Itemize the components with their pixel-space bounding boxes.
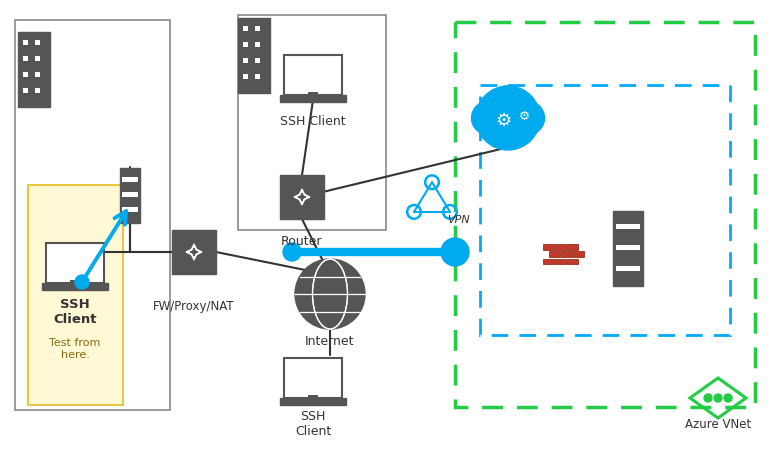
Bar xyxy=(23,88,28,93)
Bar xyxy=(308,92,318,96)
Bar xyxy=(561,252,572,257)
Bar xyxy=(255,74,260,79)
Bar xyxy=(455,22,755,407)
Bar xyxy=(70,280,80,284)
Text: SSH
Client: SSH Client xyxy=(295,410,331,438)
Circle shape xyxy=(704,394,712,402)
Bar xyxy=(35,56,40,61)
Bar xyxy=(555,258,566,264)
Bar xyxy=(172,230,216,274)
Bar xyxy=(543,245,554,250)
Text: VPN: VPN xyxy=(447,215,470,225)
Bar xyxy=(243,42,248,47)
Bar xyxy=(15,20,170,410)
Bar xyxy=(42,283,109,290)
Bar xyxy=(280,398,346,405)
Circle shape xyxy=(714,394,722,402)
Bar xyxy=(120,168,140,223)
Bar xyxy=(255,58,260,63)
Bar xyxy=(284,55,342,95)
Circle shape xyxy=(75,275,89,289)
Bar xyxy=(284,358,342,398)
Bar xyxy=(308,395,318,399)
Circle shape xyxy=(471,101,505,134)
Text: FW/Proxy/NAT: FW/Proxy/NAT xyxy=(153,300,235,313)
Text: ⚙: ⚙ xyxy=(518,110,530,123)
Text: Azure VNet: Azure VNet xyxy=(685,418,751,431)
Bar xyxy=(28,185,123,405)
Bar xyxy=(243,26,248,31)
Circle shape xyxy=(283,243,301,261)
Bar xyxy=(18,32,50,107)
Bar xyxy=(280,175,324,219)
Bar xyxy=(122,207,138,213)
Bar xyxy=(574,252,584,257)
Bar xyxy=(243,58,248,63)
Bar xyxy=(280,95,346,102)
Circle shape xyxy=(476,86,540,150)
Text: Test from
here.: Test from here. xyxy=(49,338,101,359)
Circle shape xyxy=(506,92,533,119)
Circle shape xyxy=(511,101,544,134)
Bar xyxy=(567,258,578,264)
Text: Router: Router xyxy=(281,235,323,248)
Bar xyxy=(567,245,578,250)
Bar xyxy=(255,42,260,47)
Circle shape xyxy=(490,86,526,121)
Bar xyxy=(616,245,640,250)
Bar xyxy=(238,15,386,230)
Bar xyxy=(46,243,104,283)
Bar xyxy=(613,211,643,285)
Bar xyxy=(122,192,138,197)
Text: ⚙: ⚙ xyxy=(495,112,511,130)
Circle shape xyxy=(484,92,511,119)
Bar xyxy=(255,26,260,31)
Bar xyxy=(23,40,28,45)
Bar xyxy=(35,40,40,45)
Text: Internet: Internet xyxy=(305,335,355,348)
Circle shape xyxy=(441,238,469,266)
Circle shape xyxy=(724,394,732,402)
Bar xyxy=(243,74,248,79)
Bar xyxy=(23,56,28,61)
Bar xyxy=(616,224,640,229)
Text: SSH Client: SSH Client xyxy=(280,115,346,128)
Text: SSH
Client: SSH Client xyxy=(53,298,97,326)
Bar xyxy=(122,177,138,182)
Bar xyxy=(238,18,270,93)
Bar xyxy=(543,258,554,264)
Bar xyxy=(35,72,40,77)
Bar xyxy=(549,252,560,257)
Bar xyxy=(480,85,730,335)
Bar xyxy=(616,266,640,271)
Bar xyxy=(35,88,40,93)
Bar xyxy=(23,72,28,77)
Bar xyxy=(555,245,566,250)
Circle shape xyxy=(295,259,365,329)
